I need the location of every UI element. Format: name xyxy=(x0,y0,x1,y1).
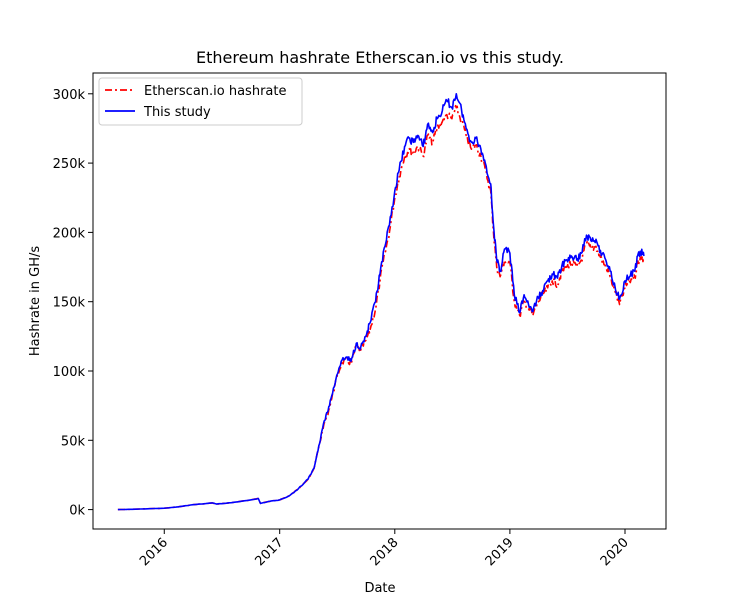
legend-box xyxy=(98,77,303,126)
series-layer xyxy=(117,93,645,511)
legend: Etherscan.io hashrate This study xyxy=(98,77,303,126)
y-tick-label: 50k xyxy=(61,434,86,449)
plot-frame xyxy=(92,72,667,530)
y-tick-label: 150k xyxy=(53,296,86,311)
x-axis-label: Date xyxy=(364,581,395,596)
y-tick-label: 0k xyxy=(69,504,85,519)
chart-title: Ethereum hashrate Etherscan.io vs this s… xyxy=(196,48,564,67)
legend-label-etherscan: Etherscan.io hashrate xyxy=(144,84,286,99)
y-axis-label: Hashrate in GH/s xyxy=(28,246,43,357)
y-tick-label: 200k xyxy=(53,226,86,241)
y-axis: 0k 50k 100k 150k 200k 250k 300k xyxy=(53,88,93,519)
y-tick-label: 100k xyxy=(53,365,86,380)
series-line-this-study xyxy=(117,93,645,511)
y-tick-label: 300k xyxy=(53,88,86,103)
y-tick-label: 250k xyxy=(53,157,86,172)
legend-label-this-study: This study xyxy=(143,105,211,120)
